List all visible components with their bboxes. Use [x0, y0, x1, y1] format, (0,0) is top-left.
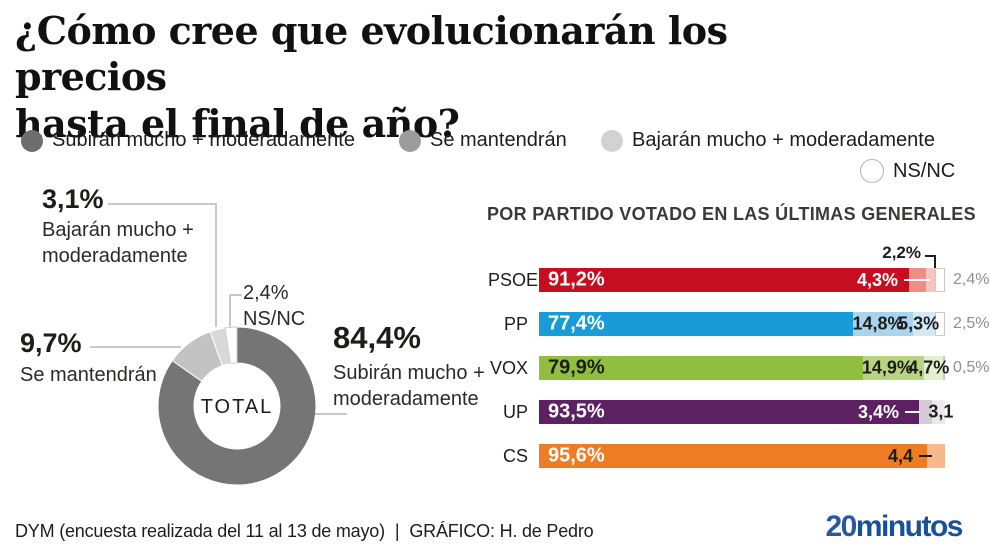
bar-value-label: 4,7% — [908, 357, 950, 378]
bar-value-label: 91,2% — [548, 268, 605, 291]
logo-20minutos: 20minutos — [825, 510, 964, 544]
bar-value-label: 3,4% — [858, 400, 920, 424]
bar-value-text: 4,4 — [887, 445, 913, 466]
bar-value-label: 5,3% — [898, 313, 940, 334]
bar-segment — [934, 312, 945, 336]
legend-swatch-icon — [601, 129, 623, 152]
stacked-bar: 77,4% 14,8% 5,3% 2,5% — [539, 312, 989, 336]
bar-row: PP 77,4% 14,8% 5,3% 2,5% — [488, 302, 989, 346]
donut-center-label: TOTAL — [200, 396, 274, 418]
bar-value-label: 2,4% — [953, 271, 990, 288]
callout-subiran-value: 84,4% — [333, 320, 421, 355]
legend-label: Subirán mucho + moderadamente — [52, 129, 355, 151]
bar-value-label: 95,6% — [548, 444, 605, 467]
party-label: PP — [503, 314, 528, 334]
bar-segment — [942, 356, 945, 380]
legend-item-nsnc: NS/NC — [860, 159, 955, 183]
party-label: VOX — [489, 358, 528, 378]
party-label: PSOE — [488, 270, 539, 290]
party-label: CS — [502, 446, 528, 466]
logo-part-minutos: minutos — [855, 510, 964, 543]
callout-bajaran-label: Bajarán mucho + moderadamente — [42, 219, 194, 267]
bar-row: VOX 79,9% 14,9% 4,7% 0,5% — [488, 346, 989, 390]
legend-label: Bajarán mucho + moderadamente — [632, 129, 935, 151]
footer-separator: | — [394, 521, 400, 541]
legend-item-mantendran: Se mantendrán — [399, 129, 567, 152]
stacked-bar: 95,6% 4,4 — [539, 444, 945, 468]
legend-label: Se mantendrán — [430, 129, 567, 151]
bar-row: PSOE 91,2% 4,3% 2,2% 2,4% — [488, 243, 989, 302]
section-heading: POR PARTIDO VOTADO EN LAS ÚLTIMAS GENERA… — [487, 204, 976, 224]
bar-value-label: 0,5% — [953, 359, 990, 376]
donut-slice — [157, 326, 317, 486]
stacked-bar: 79,9% 14,9% 4,7% 0,5% — [539, 356, 989, 380]
legend-swatch-icon — [21, 129, 43, 152]
callout-bajaran-value: 3,1% — [42, 184, 104, 214]
bar-value-label: 3,1 — [928, 401, 954, 422]
stacked-bar: 93,5% 3,4% 3,1 — [539, 400, 953, 424]
bar-segment — [927, 444, 945, 468]
callout-mantendran-label: Se mantendrán — [20, 364, 157, 386]
bar-row: CS 95,6% 4,4 — [488, 434, 988, 478]
donut-slice — [224, 326, 238, 365]
footer-source: DYM (encuesta realizada del 11 al 13 de … — [15, 521, 385, 541]
bar-value-label: 93,5% — [548, 400, 605, 423]
callout-line — [229, 294, 242, 296]
bar-value-label: 4,3% — [857, 268, 930, 292]
logo-part-20: 20 — [825, 510, 857, 543]
footer-credit: GRÁFICO: H. de Pedro — [409, 521, 594, 541]
stacked-bar: 91,2% 4,3% 2,2% 2,4% — [539, 243, 989, 292]
bar-segment — [935, 268, 945, 292]
legend-swatch-icon — [399, 129, 421, 152]
bar-segment — [539, 312, 854, 336]
callout-nsnc: 2,4% NS/NC — [243, 282, 306, 330]
legend-item-subiran: Subirán mucho + moderadamente — [21, 129, 355, 152]
pointer-dash — [919, 455, 932, 457]
bar-value-label: 2,5% — [953, 315, 990, 332]
callout-subiran-label: Subirán mucho + moderadamente — [333, 362, 485, 410]
bar-segment — [923, 356, 943, 380]
pointer-dash — [904, 279, 930, 281]
callout-line — [315, 413, 347, 415]
callout-line — [90, 346, 181, 348]
bar-segment — [926, 268, 936, 292]
bar-segment — [932, 400, 945, 424]
party-label: UP — [502, 402, 528, 422]
pointer-line — [934, 255, 936, 268]
party-bar-chart: PSOE 91,2% 4,3% 2,2% 2,4% PP 77,4% 14,8% 5,3% 2,5… — [488, 243, 989, 478]
bar-value-text: 3,4% — [857, 401, 899, 422]
bar-row: UP 93,5% 3,4% 3,1 — [488, 390, 988, 434]
bar-value-label: 4,4 — [888, 444, 932, 468]
bar-value-label: 14,8% — [852, 313, 904, 334]
bar-segment — [539, 356, 864, 380]
bar-value-label: 14,9% — [861, 357, 913, 378]
bar-value-label: 77,4% — [548, 312, 605, 335]
pointer-line — [925, 255, 934, 257]
bar-value-label: 79,9% — [548, 356, 605, 379]
callout-line — [108, 203, 217, 205]
callout-line — [229, 294, 231, 327]
callout-line — [215, 203, 217, 327]
bar-segment — [539, 444, 928, 468]
bar-segment — [539, 268, 909, 292]
legend-swatch-icon — [860, 159, 884, 183]
bar-segment — [913, 312, 935, 336]
bar-value-label: 2,2% — [882, 243, 921, 262]
donut-chart — [157, 326, 317, 486]
bar-segment — [853, 312, 914, 336]
legend-item-bajaran: Bajarán mucho + moderadamente — [601, 129, 935, 152]
callout-mantendran-value: 9,7% — [20, 328, 82, 358]
bar-segment — [863, 356, 924, 380]
legend-label: NS/NC — [893, 159, 956, 182]
bar-value-text: 4,3% — [856, 269, 898, 290]
page-title: ¿Cómo cree que evolucionarán los precios… — [15, 8, 728, 146]
bar-segment — [539, 400, 919, 424]
footer: DYM (encuesta realizada del 11 al 13 de … — [15, 521, 594, 542]
pointer-dash — [905, 411, 920, 413]
bar-segment — [918, 400, 933, 424]
